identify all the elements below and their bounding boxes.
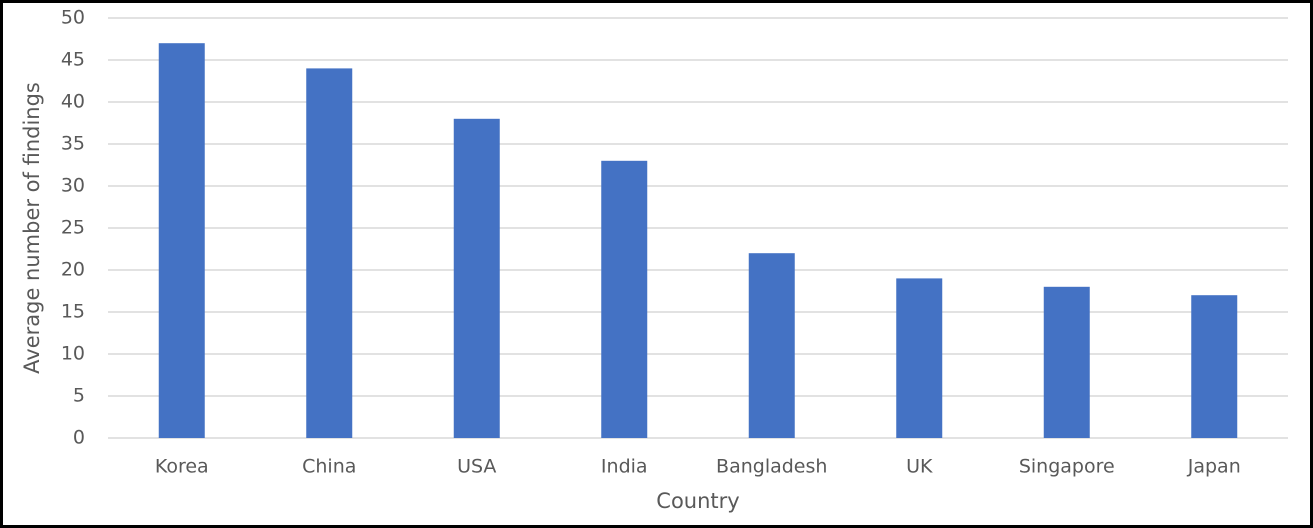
y-tick-label: 0 (73, 427, 85, 449)
x-tick-label: USA (457, 456, 496, 478)
y-tick-label: 15 (61, 301, 85, 323)
x-axis-title: Country (656, 489, 739, 513)
y-tick-label: 25 (61, 217, 85, 239)
x-tick-label: India (601, 456, 648, 478)
bar (1043, 286, 1090, 438)
x-tick-label: Korea (155, 456, 209, 478)
y-tick-label: 40 (61, 91, 85, 113)
x-tick-label: Bangladesh (716, 456, 827, 478)
y-tick-label: 30 (61, 175, 85, 197)
bar (453, 118, 500, 439)
x-tick-label: Japan (1187, 456, 1241, 478)
y-tick-label: 35 (61, 133, 85, 155)
bar (158, 43, 205, 438)
bar (748, 253, 795, 438)
bar (601, 160, 648, 439)
y-tick-label: 5 (73, 385, 85, 407)
y-tick-label: 10 (61, 343, 85, 365)
bar (1191, 295, 1238, 438)
x-tick-label: Singapore (1019, 456, 1115, 478)
bar (306, 68, 353, 439)
y-tick-label: 45 (61, 49, 85, 71)
x-tick-label: China (302, 456, 356, 478)
bar (896, 278, 943, 438)
x-tick-label: UK (906, 456, 933, 478)
y-tick-label: 50 (61, 7, 85, 29)
y-axis-title: Average number of findings (20, 82, 44, 374)
y-tick-label: 20 (61, 259, 85, 281)
